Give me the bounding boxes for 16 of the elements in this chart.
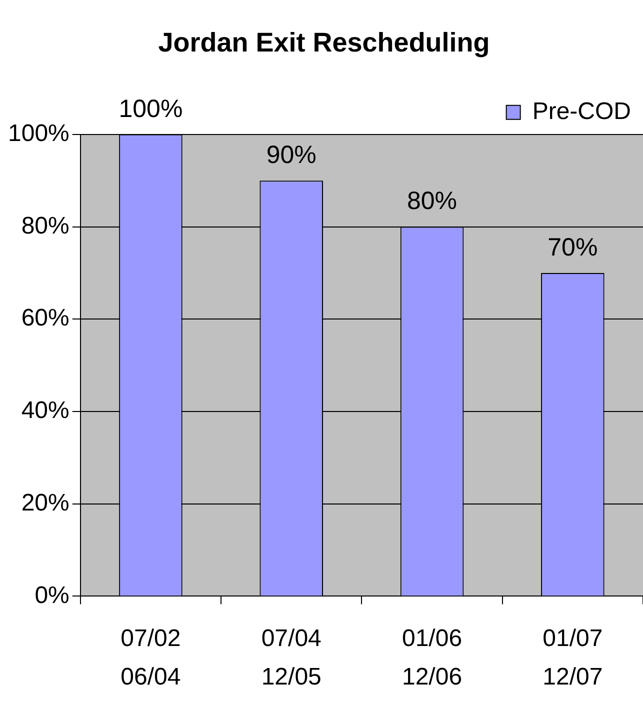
x-tick-label: 01/07 12/07 [542, 625, 603, 690]
y-tick-label: 40% [21, 397, 70, 424]
data-label: 70% [548, 233, 598, 262]
y-tick-label: 80% [21, 212, 70, 240]
y-tick-label: 20% [21, 489, 70, 516]
data-label: 80% [406, 187, 458, 216]
y-tick-label: 100% [8, 120, 70, 148]
x-tick-label: 07/04 12/05 [261, 625, 322, 690]
data-label: 90% [266, 140, 316, 169]
x-tick-label: 07/02 06/04 [120, 625, 181, 690]
y-tick-label: 60% [21, 304, 70, 332]
y-tick-label: 0% [34, 582, 70, 609]
chart-title: Jordan Exit Rescheduling [158, 28, 490, 58]
x-tick-label: 01/06 12/06 [402, 625, 462, 690]
data-label: 100% [118, 94, 183, 123]
legend-label: Pre-COD [532, 98, 631, 126]
